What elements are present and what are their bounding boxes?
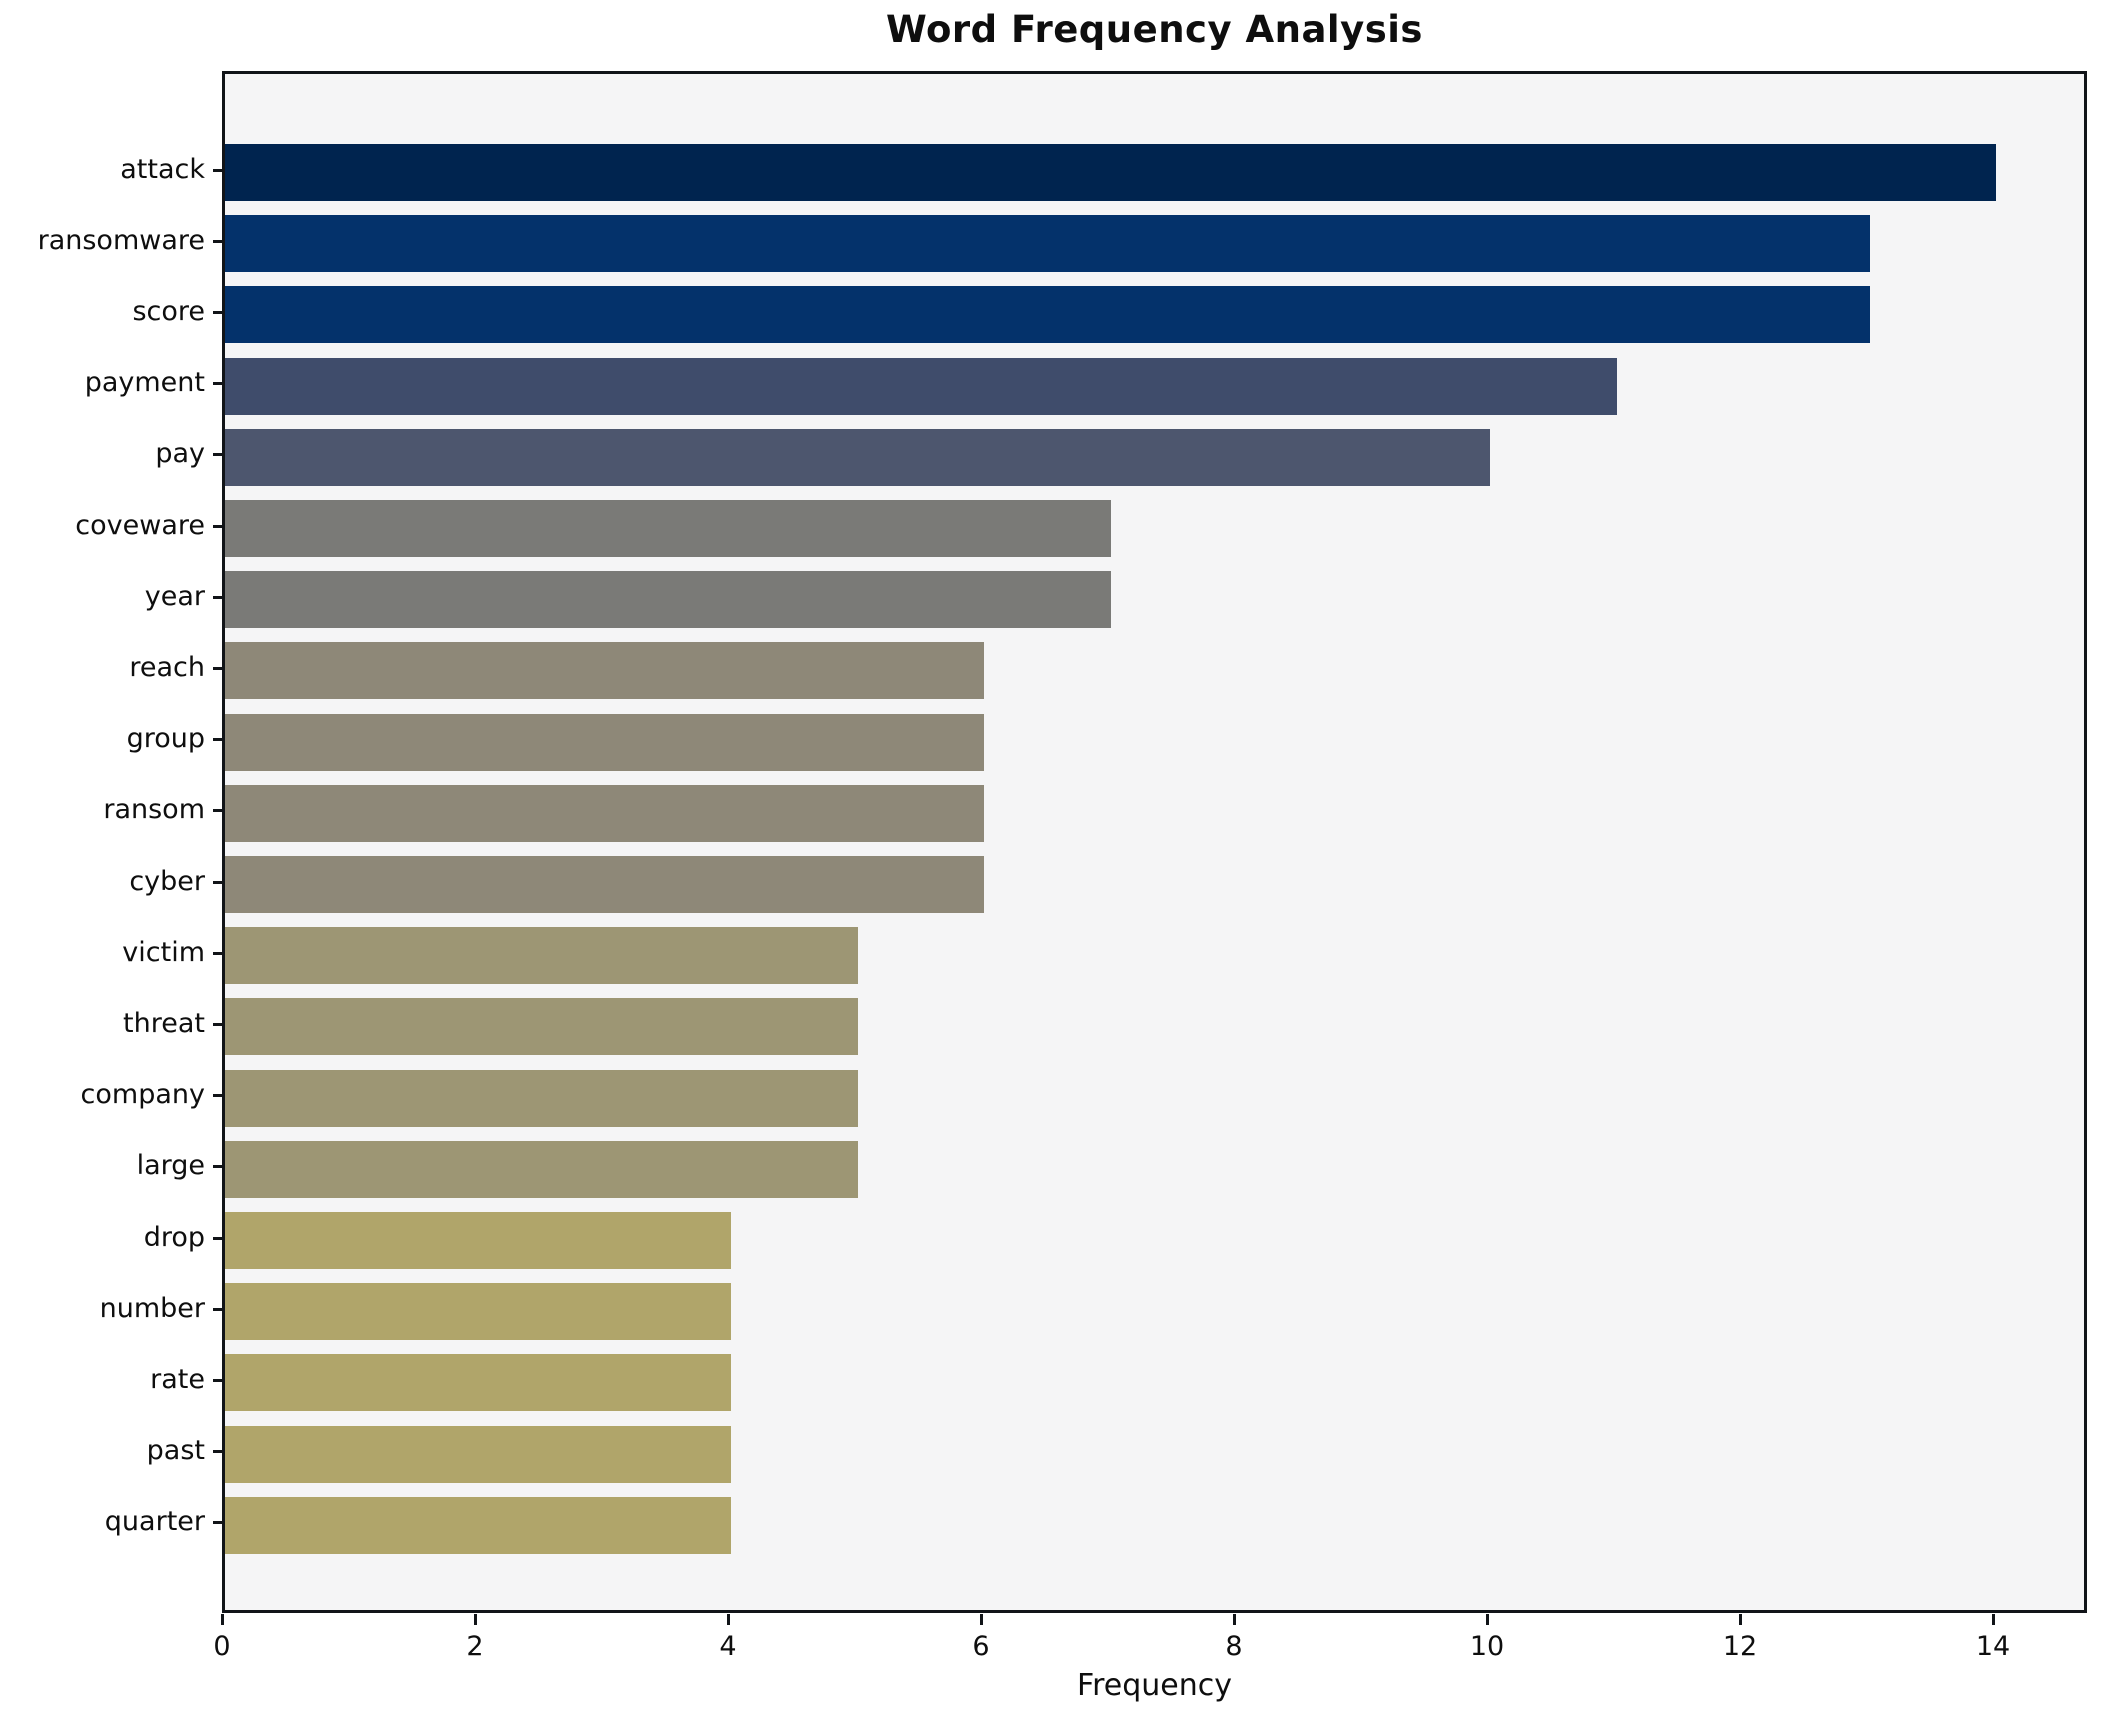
x-tick-label: 10	[1469, 1631, 1505, 1662]
y-tick-label: payment	[84, 367, 205, 399]
bar-threat	[225, 998, 858, 1056]
y-tick-label: group	[126, 723, 205, 755]
y-tick-mark	[213, 880, 223, 884]
bar-large	[225, 1140, 858, 1198]
y-tick-mark	[213, 951, 223, 955]
x-tick-mark	[980, 1614, 983, 1625]
y-tick-mark	[213, 1094, 223, 1098]
y-tick-mark	[213, 382, 223, 386]
y-tick-label: number	[99, 1292, 205, 1324]
bar-attack	[225, 144, 1996, 201]
bars-layer	[225, 74, 2084, 1610]
x-tick-mark	[1992, 1614, 1995, 1625]
y-tick-label: rate	[150, 1363, 205, 1395]
x-tick-mark	[1739, 1614, 1742, 1625]
y-tick-label: past	[146, 1435, 205, 1467]
y-tick-mark	[213, 595, 223, 599]
y-tick-mark	[213, 809, 223, 813]
bar-past	[225, 1425, 731, 1483]
y-tick-label: victim	[122, 936, 205, 968]
chart-title: Word Frequency Analysis	[886, 8, 1423, 51]
y-tick-label: coveware	[75, 509, 205, 541]
x-axis-label: Frequency	[1077, 1668, 1232, 1703]
y-tick-label: year	[144, 580, 205, 612]
bar-ransomware	[225, 215, 1870, 273]
y-tick-label: quarter	[104, 1506, 205, 1538]
y-tick-mark	[213, 1022, 223, 1026]
bar-reach	[225, 642, 984, 700]
x-tick-label: 4	[719, 1631, 737, 1662]
bar-year	[225, 571, 1111, 629]
x-tick-label: 8	[1225, 1631, 1243, 1662]
x-tick-mark	[1486, 1614, 1489, 1625]
bar-coveware	[225, 500, 1111, 557]
bar-group	[225, 713, 984, 771]
y-tick-mark	[213, 1165, 223, 1169]
bar-rate	[225, 1354, 731, 1412]
x-tick-mark	[474, 1614, 477, 1625]
y-tick-mark	[213, 1378, 223, 1382]
y-tick-mark	[213, 453, 223, 457]
bar-company	[225, 1069, 858, 1127]
x-tick-mark	[221, 1614, 224, 1625]
y-tick-label: drop	[143, 1221, 205, 1253]
y-tick-label: large	[136, 1150, 205, 1182]
y-tick-mark	[213, 666, 223, 670]
x-tick-label: 14	[1975, 1631, 2011, 1662]
y-tick-mark	[213, 168, 223, 172]
bar-score	[225, 286, 1870, 344]
x-tick-label: 0	[213, 1631, 231, 1662]
bar-ransom	[225, 784, 984, 842]
y-tick-label: company	[80, 1079, 205, 1111]
y-tick-label: cyber	[129, 865, 205, 897]
bar-cyber	[225, 856, 984, 913]
y-tick-label: ransom	[103, 794, 205, 826]
bar-pay	[225, 428, 1490, 486]
y-tick-label: score	[132, 295, 205, 327]
x-tick-label: 2	[466, 1631, 484, 1662]
y-tick-mark	[213, 239, 223, 243]
y-tick-mark	[213, 524, 223, 528]
x-axis: 0 2 4 6 8 10 12 14	[213, 1613, 2087, 1713]
y-tick-mark	[213, 738, 223, 742]
bar-quarter	[225, 1496, 731, 1554]
y-tick-mark	[213, 1450, 223, 1454]
plot-area	[222, 71, 2087, 1613]
bar-drop	[225, 1212, 731, 1269]
y-tick-label: attack	[120, 153, 205, 185]
y-tick-label: reach	[129, 651, 205, 683]
y-tick-mark	[213, 1521, 223, 1525]
bar-payment	[225, 357, 1617, 415]
y-axis: attack ransomware score payment pay cove…	[0, 71, 223, 1613]
y-tick-label: threat	[123, 1007, 205, 1039]
y-tick-mark	[213, 1236, 223, 1240]
x-tick-label: 12	[1722, 1631, 1758, 1662]
x-tick-mark	[1233, 1614, 1236, 1625]
y-tick-mark	[213, 310, 223, 314]
bar-victim	[225, 927, 858, 985]
bar-number	[225, 1283, 731, 1341]
x-tick-label: 6	[972, 1631, 990, 1662]
y-tick-label: pay	[155, 438, 205, 470]
y-tick-mark	[213, 1307, 223, 1311]
x-tick-mark	[727, 1614, 730, 1625]
y-tick-label: ransomware	[37, 224, 205, 256]
